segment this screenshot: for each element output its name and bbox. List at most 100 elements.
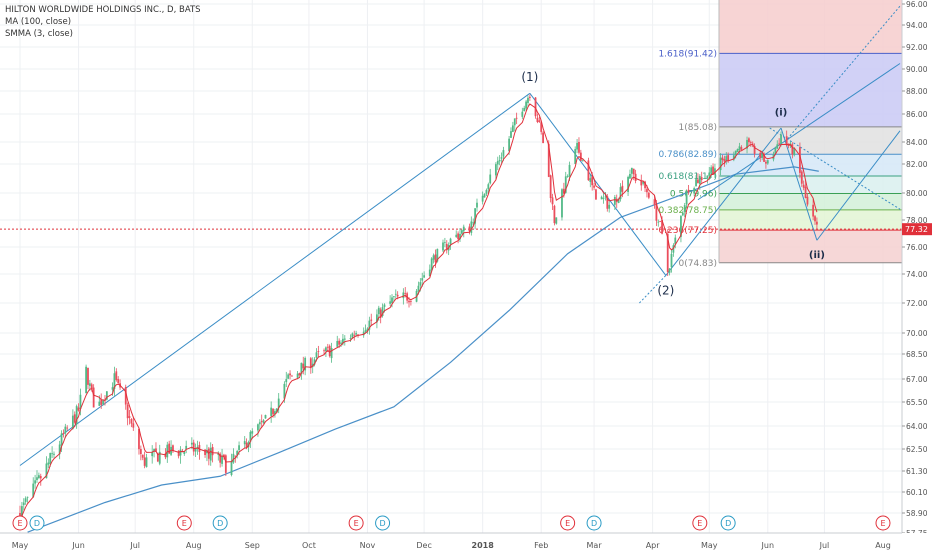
candle	[155, 442, 157, 453]
candle	[258, 419, 261, 431]
dividend-marker[interactable]: D	[375, 515, 391, 531]
candle-body	[576, 142, 578, 150]
candle	[542, 131, 544, 144]
dividend-marker[interactable]: D	[586, 515, 602, 531]
candle	[617, 197, 620, 204]
candle-body	[217, 453, 220, 455]
candle	[362, 327, 365, 338]
earnings-marker[interactable]: E	[176, 515, 192, 531]
candle-body	[606, 196, 609, 209]
candle	[62, 429, 65, 438]
smma-legend-label[interactable]: SMMA (3, close)	[5, 29, 73, 39]
candle-body	[158, 451, 161, 464]
candle	[574, 146, 577, 164]
candle-body	[73, 414, 76, 423]
candle-body	[457, 233, 460, 239]
candle	[445, 240, 448, 254]
candle-body	[172, 445, 174, 452]
candle	[527, 95, 529, 108]
earnings-marker[interactable]: E	[560, 515, 576, 531]
candle-body	[668, 268, 671, 273]
last-price-tag-text: 77.32	[905, 225, 928, 234]
candle	[778, 138, 781, 146]
candle	[538, 116, 541, 123]
candle	[759, 150, 762, 162]
ma100-line	[27, 166, 819, 533]
earnings-marker[interactable]: E	[348, 515, 364, 531]
dividend-marker[interactable]: D	[29, 515, 45, 531]
event-marker-letter: D	[591, 519, 597, 528]
candle-body	[727, 155, 730, 161]
candle	[257, 423, 259, 437]
candle-body	[126, 404, 129, 419]
dividend-marker[interactable]: D	[720, 515, 736, 531]
candle	[693, 186, 696, 197]
candle-body	[236, 450, 239, 456]
candle-body	[714, 168, 716, 175]
event-marker-circle	[212, 515, 228, 531]
candle-body	[277, 398, 280, 408]
candle	[243, 436, 246, 449]
candle-body	[24, 498, 27, 502]
candle-body	[666, 233, 669, 272]
candle-body	[753, 145, 756, 154]
candle-body	[604, 196, 607, 198]
candle	[274, 408, 276, 418]
candle-body	[381, 307, 384, 317]
candle-body	[734, 150, 737, 156]
candle-body	[283, 383, 286, 399]
candle-body	[409, 301, 412, 302]
candle-body	[723, 159, 726, 162]
candle-body	[77, 407, 80, 411]
time-tick-label: Nov	[360, 541, 376, 550]
candle	[489, 168, 492, 185]
candle-body	[155, 448, 157, 452]
event-marker-letter: D	[379, 519, 385, 528]
candle-body	[87, 367, 89, 385]
candle	[748, 137, 750, 146]
candle	[521, 107, 524, 120]
candle	[647, 191, 650, 200]
candle-body	[536, 117, 539, 123]
candle-body	[291, 375, 293, 377]
candle	[697, 173, 699, 184]
candle-body	[419, 282, 422, 286]
candle-body	[793, 148, 796, 156]
candle	[368, 316, 371, 335]
fib-level-label: 0.618(81.17)	[658, 172, 717, 182]
wave-2-line	[529, 93, 667, 276]
candle-body	[49, 453, 52, 464]
candle	[47, 458, 50, 469]
candle	[551, 193, 554, 211]
ma-legend-label[interactable]: MA (100, close)	[5, 17, 72, 27]
candle	[113, 366, 116, 396]
candle-body	[349, 338, 352, 339]
candle	[343, 335, 346, 346]
dividend-marker[interactable]: D	[212, 515, 228, 531]
candle-body	[421, 278, 424, 281]
candle	[555, 217, 558, 225]
candle-body	[746, 140, 748, 149]
earnings-marker[interactable]: E	[12, 515, 28, 531]
candle-body	[432, 255, 435, 260]
candle-body	[325, 347, 327, 352]
wave-label: (2)	[657, 283, 674, 297]
earnings-marker[interactable]: E	[692, 515, 708, 531]
price-tick-label: 84.00	[906, 138, 928, 147]
earnings-marker[interactable]: E	[875, 515, 891, 531]
candle	[234, 455, 237, 463]
candle	[578, 137, 580, 155]
candle-body	[423, 275, 426, 278]
time-tick-label: Feb	[534, 541, 548, 550]
candle	[706, 175, 709, 184]
candle	[785, 130, 788, 147]
fib-retracement: 0(74.83) 0.236(77.25) 0.382(78.75) 0.5(79.9…	[658, 0, 902, 269]
candle-body	[674, 237, 677, 245]
wave-ii-line	[780, 127, 818, 241]
price-tick-label: 58.90	[906, 509, 928, 518]
candle-body	[778, 143, 781, 145]
candle	[370, 313, 373, 326]
candle	[814, 215, 816, 225]
candle-body	[791, 144, 794, 155]
